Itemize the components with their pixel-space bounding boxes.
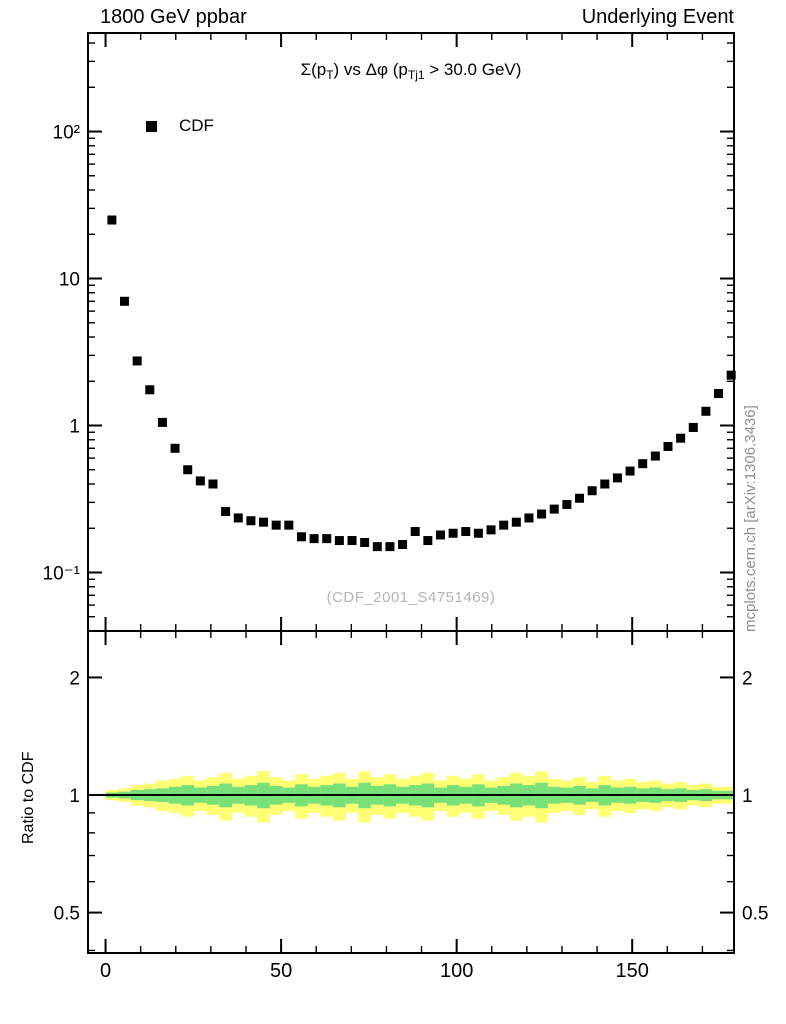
- axis-tick-label: 0.5: [54, 904, 80, 925]
- axis-tick-label: 50: [270, 960, 292, 982]
- data-point: [688, 422, 698, 432]
- data-point: [562, 500, 572, 510]
- data-point: [334, 536, 344, 546]
- data-point: [625, 466, 635, 476]
- data-point: [537, 509, 547, 519]
- axis-tick-label: 2: [69, 668, 80, 689]
- data-point: [107, 215, 117, 225]
- data-point: [612, 473, 622, 483]
- axis-tick-label: 10⁻¹: [43, 564, 81, 585]
- data-point: [170, 443, 180, 453]
- mcplots-credit: mcplots.cern.ch [arXiv:1306.3436]: [742, 405, 759, 632]
- data-point: [309, 534, 319, 544]
- data-point: [473, 528, 483, 538]
- data-point: [714, 389, 724, 399]
- data-point: [132, 356, 142, 366]
- data-point: [296, 532, 306, 542]
- data-point: [587, 486, 597, 496]
- plot-title: Σ(pT) vs Δφ (pTj1 > 30.0 GeV): [88, 60, 734, 82]
- axis-tick-label: 1: [69, 417, 80, 438]
- data-point: [372, 542, 382, 552]
- legend: CDF: [146, 116, 214, 136]
- data-point: [233, 513, 243, 523]
- data-point: [448, 528, 458, 538]
- axis-tick-label: 0: [100, 960, 111, 982]
- title-text: Σ(p: [300, 60, 327, 79]
- title-subscript: T: [326, 68, 334, 82]
- title-subscript: Tj1: [407, 68, 425, 82]
- axis-tick-label: 150: [615, 960, 648, 982]
- data-point: [435, 530, 445, 540]
- axis-tick-label: 1: [69, 786, 80, 807]
- data-point: [726, 370, 736, 380]
- data-point: [157, 417, 167, 427]
- ratio-panel-frame: [87, 630, 735, 954]
- data-point: [195, 476, 205, 486]
- data-point: [638, 459, 648, 469]
- analysis-id-watermark: (CDF_2001_S4751469): [326, 589, 496, 606]
- data-point: [663, 441, 673, 451]
- axis-tick-label: 2: [742, 668, 753, 689]
- data-point: [650, 451, 660, 461]
- data-point: [183, 465, 193, 475]
- data-point: [284, 520, 294, 530]
- data-point: [208, 479, 218, 489]
- data-point: [221, 507, 231, 517]
- data-point: [398, 540, 408, 550]
- data-point: [676, 433, 686, 443]
- axis-tick-label: 1: [742, 786, 753, 807]
- title-text: ) vs Δφ (p: [333, 60, 408, 79]
- data-point: [575, 493, 585, 503]
- data-point: [385, 542, 395, 552]
- analysis-topic-label: Underlying Event: [581, 6, 734, 28]
- data-point: [701, 406, 711, 416]
- data-point: [322, 534, 332, 544]
- axis-tick-label: 100: [440, 960, 473, 982]
- data-point: [499, 520, 509, 530]
- data-point: [600, 479, 610, 489]
- data-point: [486, 525, 496, 535]
- ratio-axis-title: Ratio to CDF: [20, 751, 37, 844]
- data-point: [145, 385, 155, 395]
- data-point: [259, 517, 269, 527]
- title-text: > 30.0 GeV): [424, 60, 522, 79]
- data-point: [423, 536, 433, 546]
- data-point: [120, 296, 130, 306]
- axis-tick-label: 10: [59, 270, 80, 291]
- data-point: [461, 527, 471, 537]
- legend-label-cdf: CDF: [179, 116, 214, 135]
- data-point: [246, 516, 256, 526]
- data-point: [511, 517, 521, 527]
- data-point: [271, 520, 281, 530]
- axis-tick-label: 10²: [53, 123, 80, 144]
- data-point: [524, 513, 534, 523]
- cdf-square-marker-icon: [146, 120, 157, 132]
- data-point: [360, 538, 370, 548]
- axis-tick-label: 0.5: [742, 904, 768, 925]
- data-point: [347, 536, 357, 546]
- beam-energy-label: 1800 GeV ppbar: [100, 6, 247, 28]
- data-point: [410, 527, 420, 537]
- data-point: [549, 504, 559, 514]
